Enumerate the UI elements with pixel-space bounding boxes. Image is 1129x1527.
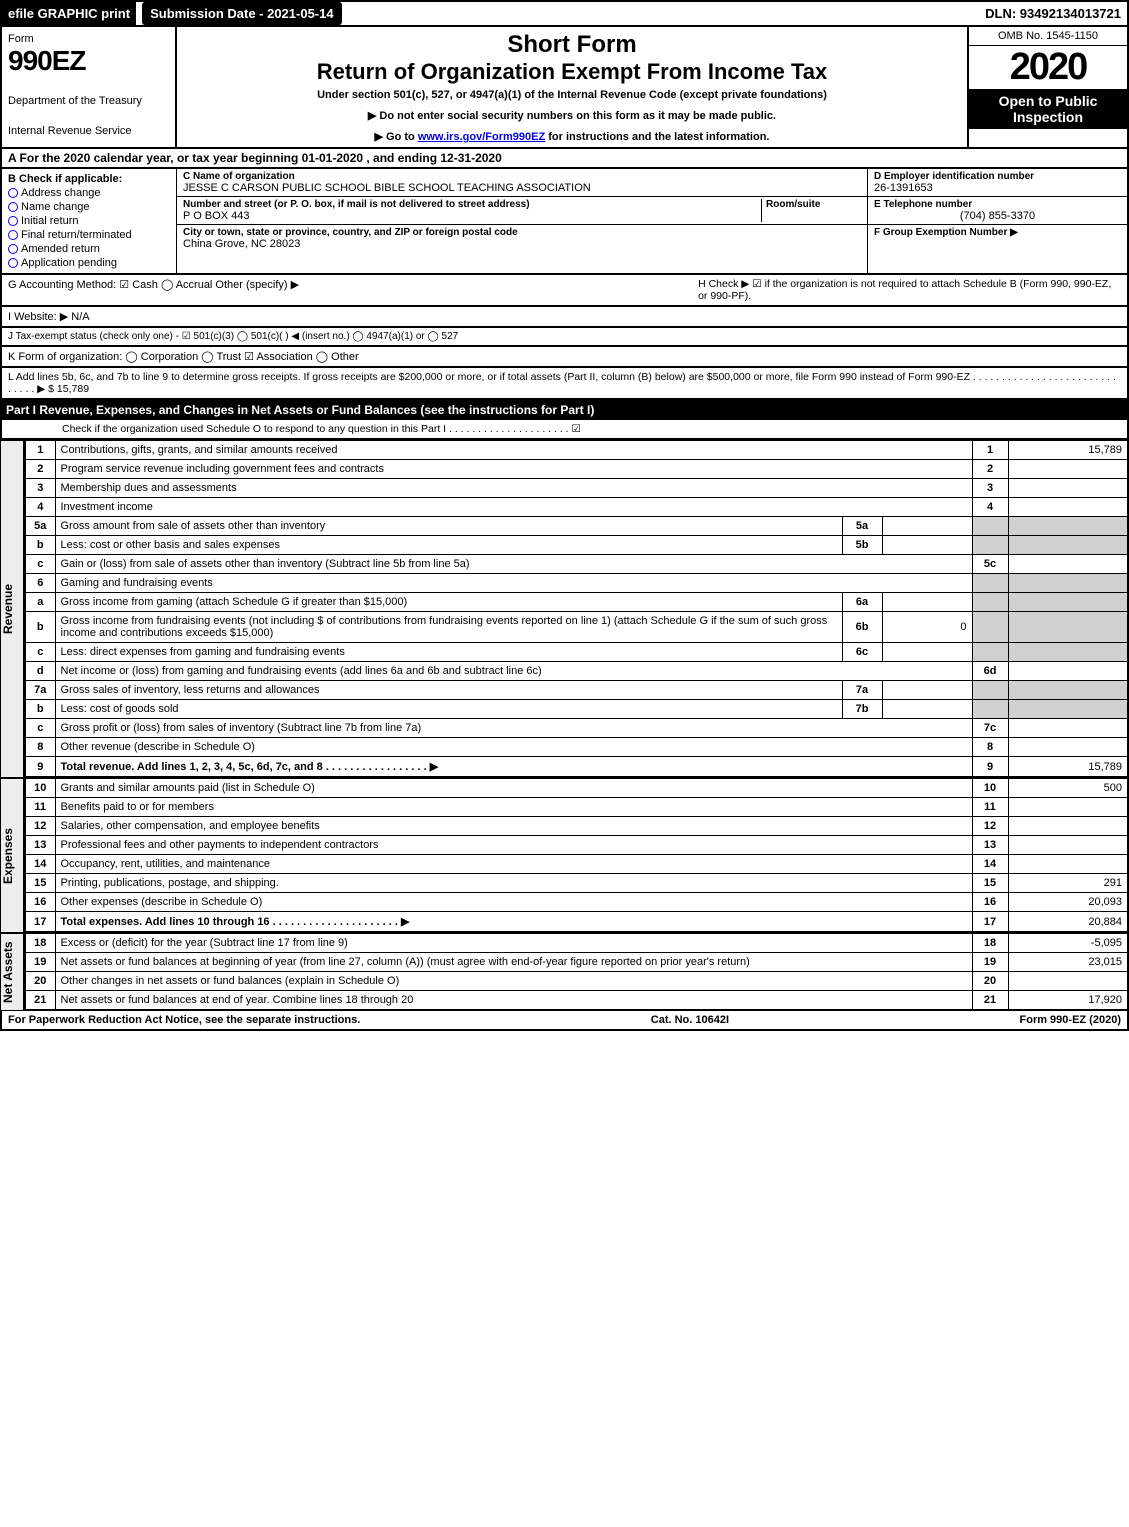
form-header: Form 990EZ Department of the Treasury In… bbox=[0, 27, 1129, 149]
row-19: 19Net assets or fund balances at beginni… bbox=[25, 953, 1128, 972]
row-18: 18Excess or (deficit) for the year (Subt… bbox=[25, 934, 1128, 953]
ein-val: 26-1391653 bbox=[874, 182, 1121, 194]
under-section: Under section 501(c), 527, or 4947(a)(1)… bbox=[187, 89, 957, 101]
city-val: China Grove, NC 28023 bbox=[183, 238, 861, 250]
row-5b: bLess: cost or other basis and sales exp… bbox=[25, 536, 1128, 555]
row-16: 16Other expenses (describe in Schedule O… bbox=[25, 893, 1128, 912]
line-h: H Check ▶ ☑ if the organization is not r… bbox=[698, 278, 1121, 302]
row-6c: cLess: direct expenses from gaming and f… bbox=[25, 643, 1128, 662]
form-label: Form bbox=[8, 33, 169, 45]
row-12: 12Salaries, other compensation, and empl… bbox=[25, 817, 1128, 836]
row-2: 2Program service revenue including gover… bbox=[25, 460, 1128, 479]
row-6d: dNet income or (loss) from gaming and fu… bbox=[25, 662, 1128, 681]
efile-label[interactable]: efile GRAPHIC print bbox=[2, 2, 136, 25]
side-netassets: Net Assets bbox=[0, 933, 24, 1011]
goto-link-line: ▶ Go to www.irs.gov/Form990EZ for instru… bbox=[187, 130, 957, 143]
return-title: Return of Organization Exempt From Incom… bbox=[187, 59, 957, 85]
row-21: 21Net assets or fund balances at end of … bbox=[25, 991, 1128, 1011]
line-j: J Tax-exempt status (check only one) - ☑… bbox=[0, 328, 1129, 347]
phone-label: E Telephone number bbox=[874, 199, 1121, 210]
dln: DLN: 93492134013721 bbox=[979, 2, 1127, 25]
irs-link[interactable]: www.irs.gov/Form990EZ bbox=[418, 131, 545, 143]
goto-post: for instructions and the latest informat… bbox=[545, 131, 769, 143]
tax-year: 2020 bbox=[969, 46, 1127, 89]
expenses-table: 10Grants and similar amounts paid (list … bbox=[24, 778, 1129, 933]
chk-address[interactable]: Address change bbox=[8, 187, 170, 199]
side-revenue: Revenue bbox=[0, 440, 24, 778]
group-exempt-label: F Group Exemption Number ▶ bbox=[874, 227, 1121, 238]
row-7b: bLess: cost of goods sold7b bbox=[25, 700, 1128, 719]
info-row: B Check if applicable: Address change Na… bbox=[0, 169, 1129, 275]
row-4: 4Investment income4 bbox=[25, 498, 1128, 517]
chk-final[interactable]: Final return/terminated bbox=[8, 229, 170, 241]
warning-ssn: ▶ Do not enter social security numbers o… bbox=[187, 109, 957, 122]
chk-pending[interactable]: Application pending bbox=[8, 257, 170, 269]
part1-header: Part I Revenue, Expenses, and Changes in… bbox=[0, 400, 1129, 420]
line-l: L Add lines 5b, 6c, and 7b to line 9 to … bbox=[0, 368, 1129, 400]
chk-amended[interactable]: Amended return bbox=[8, 243, 170, 255]
form-box: Form 990EZ Department of the Treasury In… bbox=[2, 27, 177, 147]
city-label: City or town, state or province, country… bbox=[183, 227, 861, 238]
row-15: 15Printing, publications, postage, and s… bbox=[25, 874, 1128, 893]
period-line: A For the 2020 calendar year, or tax yea… bbox=[0, 149, 1129, 169]
row-17: 17Total expenses. Add lines 10 through 1… bbox=[25, 912, 1128, 933]
dept-treasury: Department of the Treasury bbox=[8, 95, 169, 107]
check-b-hdr: B Check if applicable: bbox=[8, 173, 170, 185]
row-10: 10Grants and similar amounts paid (list … bbox=[25, 779, 1128, 798]
line-k: K Form of organization: ◯ Corporation ◯ … bbox=[0, 347, 1129, 368]
room-label: Room/suite bbox=[766, 199, 861, 210]
goto-pre: ▶ Go to bbox=[375, 131, 418, 143]
footer: For Paperwork Reduction Act Notice, see … bbox=[0, 1011, 1129, 1031]
row-1: 1Contributions, gifts, grants, and simil… bbox=[25, 441, 1128, 460]
street-val: P O BOX 443 bbox=[183, 210, 761, 222]
year-box: OMB No. 1545-1150 2020 Open to Public In… bbox=[967, 27, 1127, 147]
org-name: JESSE C CARSON PUBLIC SCHOOL BIBLE SCHOO… bbox=[183, 182, 861, 194]
open-public: Open to Public Inspection bbox=[969, 89, 1127, 129]
omb-number: OMB No. 1545-1150 bbox=[969, 27, 1127, 46]
footer-left: For Paperwork Reduction Act Notice, see … bbox=[8, 1014, 360, 1026]
short-form-title: Short Form bbox=[187, 31, 957, 59]
expenses-section: Expenses 10Grants and similar amounts pa… bbox=[0, 778, 1129, 933]
street-label: Number and street (or P. O. box, if mail… bbox=[183, 199, 761, 210]
row-14: 14Occupancy, rent, utilities, and mainte… bbox=[25, 855, 1128, 874]
ein-label: D Employer identification number bbox=[874, 171, 1121, 182]
title-box: Short Form Return of Organization Exempt… bbox=[177, 27, 967, 147]
revenue-section: Revenue 1Contributions, gifts, grants, a… bbox=[0, 440, 1129, 778]
c-label: C Name of organization bbox=[183, 171, 861, 182]
row-13: 13Professional fees and other payments t… bbox=[25, 836, 1128, 855]
netassets-table: 18Excess or (deficit) for the year (Subt… bbox=[24, 933, 1129, 1011]
part1-sub: Check if the organization used Schedule … bbox=[0, 420, 1129, 440]
side-expenses: Expenses bbox=[0, 778, 24, 933]
chk-initial[interactable]: Initial return bbox=[8, 215, 170, 227]
row-5c: cGain or (loss) from sale of assets othe… bbox=[25, 555, 1128, 574]
row-8: 8Other revenue (describe in Schedule O)8 bbox=[25, 738, 1128, 757]
chk-name[interactable]: Name change bbox=[8, 201, 170, 213]
row-5a: 5aGross amount from sale of assets other… bbox=[25, 517, 1128, 536]
footer-right: Form 990-EZ (2020) bbox=[1020, 1014, 1121, 1026]
footer-cat: Cat. No. 10642I bbox=[651, 1014, 729, 1026]
name-col: C Name of organization JESSE C CARSON PU… bbox=[177, 169, 867, 273]
line-g-h: G Accounting Method: ☑ Cash ◯ Accrual Ot… bbox=[0, 275, 1129, 307]
row-7c: cGross profit or (loss) from sales of in… bbox=[25, 719, 1128, 738]
netassets-section: Net Assets 18Excess or (deficit) for the… bbox=[0, 933, 1129, 1011]
row-6: 6Gaming and fundraising events bbox=[25, 574, 1128, 593]
row-9: 9Total revenue. Add lines 1, 2, 3, 4, 5c… bbox=[25, 757, 1128, 778]
row-6a: aGross income from gaming (attach Schedu… bbox=[25, 593, 1128, 612]
check-b-col: B Check if applicable: Address change Na… bbox=[2, 169, 177, 273]
row-3: 3Membership dues and assessments3 bbox=[25, 479, 1128, 498]
top-bar: efile GRAPHIC print Submission Date - 20… bbox=[0, 0, 1129, 27]
form-number: 990EZ bbox=[8, 45, 169, 77]
line-i: I Website: ▶ N/A bbox=[0, 307, 1129, 328]
row-6b: bGross income from fundraising events (n… bbox=[25, 612, 1128, 643]
dept-irs: Internal Revenue Service bbox=[8, 125, 169, 137]
revenue-table: 1Contributions, gifts, grants, and simil… bbox=[24, 440, 1129, 778]
row-11: 11Benefits paid to or for members11 bbox=[25, 798, 1128, 817]
row-20: 20Other changes in net assets or fund ba… bbox=[25, 972, 1128, 991]
part1-title: Part I Revenue, Expenses, and Changes in… bbox=[6, 403, 594, 417]
line-g: G Accounting Method: ☑ Cash ◯ Accrual Ot… bbox=[8, 278, 676, 302]
id-col: D Employer identification number 26-1391… bbox=[867, 169, 1127, 273]
phone-val: (704) 855-3370 bbox=[874, 210, 1121, 222]
row-7a: 7aGross sales of inventory, less returns… bbox=[25, 681, 1128, 700]
submission-date: Submission Date - 2021-05-14 bbox=[142, 2, 342, 25]
